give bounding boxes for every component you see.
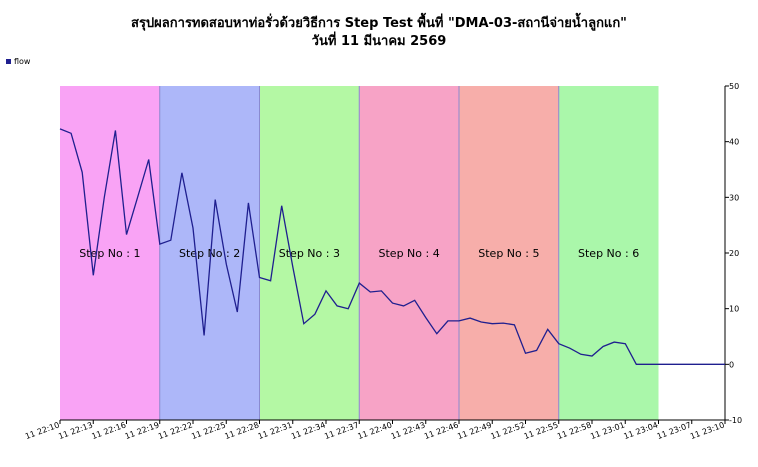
x-tick-label-17: 11 23:01 bbox=[589, 420, 626, 441]
step-band-3 bbox=[259, 86, 360, 420]
legend-swatch-flow bbox=[6, 59, 11, 64]
y-tick-label-2: 30 bbox=[729, 193, 739, 202]
y-tick-label-6: -10 bbox=[729, 416, 742, 425]
y-tick-label-4: 10 bbox=[729, 305, 739, 314]
x-tick-label-18: 11 23:04 bbox=[622, 420, 659, 441]
step-label-1: Step No : 1 bbox=[79, 247, 140, 260]
y-tick-label-0: 50 bbox=[729, 82, 739, 91]
x-tick-label-4: 11 22:22 bbox=[157, 420, 194, 441]
x-tick-label-14: 11 22:52 bbox=[489, 420, 526, 441]
x-tick-label-9: 11 22:37 bbox=[323, 420, 360, 441]
x-tick-label-12: 11 22:46 bbox=[423, 420, 460, 441]
x-tick-label-7: 11 22:31 bbox=[257, 420, 294, 441]
step-label-3: Step No : 3 bbox=[279, 247, 340, 260]
chart-title: สรุปผลการทดสอบหาท่อรั่วด้วยวิธีการ Step … bbox=[131, 16, 627, 31]
step-label-4: Step No : 4 bbox=[379, 247, 440, 260]
x-tick-label-20: 11 23:10 bbox=[689, 420, 726, 441]
step-band-5 bbox=[459, 86, 559, 420]
x-tick-label-16: 11 22:58 bbox=[556, 420, 593, 441]
series-line-flow bbox=[59, 128, 725, 365]
x-tick-label-3: 11 22:19 bbox=[124, 420, 161, 441]
x-tick-label-0: 11 22:10 bbox=[24, 420, 61, 441]
x-tick-label-6: 11 22:28 bbox=[223, 420, 260, 441]
y-tick-label-5: 0 bbox=[729, 360, 734, 369]
x-tick-label-15: 11 22:55 bbox=[523, 420, 560, 441]
step-label-6: Step No : 6 bbox=[578, 247, 639, 260]
legend: flow bbox=[6, 57, 30, 66]
chart-subtitle: วันที่ 11 มีนาคม 2569 bbox=[311, 34, 447, 49]
step-label-2: Step No : 2 bbox=[179, 247, 240, 260]
legend-label-flow: flow bbox=[14, 57, 31, 66]
step-band-1 bbox=[60, 86, 160, 420]
x-tick-label-10: 11 22:40 bbox=[356, 420, 393, 441]
x-tick-label-5: 11 22:25 bbox=[190, 420, 227, 441]
x-tick-label-13: 11 22:49 bbox=[456, 420, 493, 441]
x-tick-label-1: 11 22:13 bbox=[57, 420, 94, 441]
x-tick-label-8: 11 22:34 bbox=[290, 420, 327, 441]
x-tick-label-19: 11 23:07 bbox=[656, 420, 693, 441]
step-band-4 bbox=[359, 86, 459, 420]
y-tick-label-3: 20 bbox=[729, 249, 739, 258]
step-label-5: Step No : 5 bbox=[478, 247, 539, 260]
y-tick-label-1: 40 bbox=[729, 138, 739, 147]
x-tick-label-2: 11 22:16 bbox=[90, 420, 127, 441]
x-tick-label-11: 11 22:43 bbox=[390, 420, 427, 441]
